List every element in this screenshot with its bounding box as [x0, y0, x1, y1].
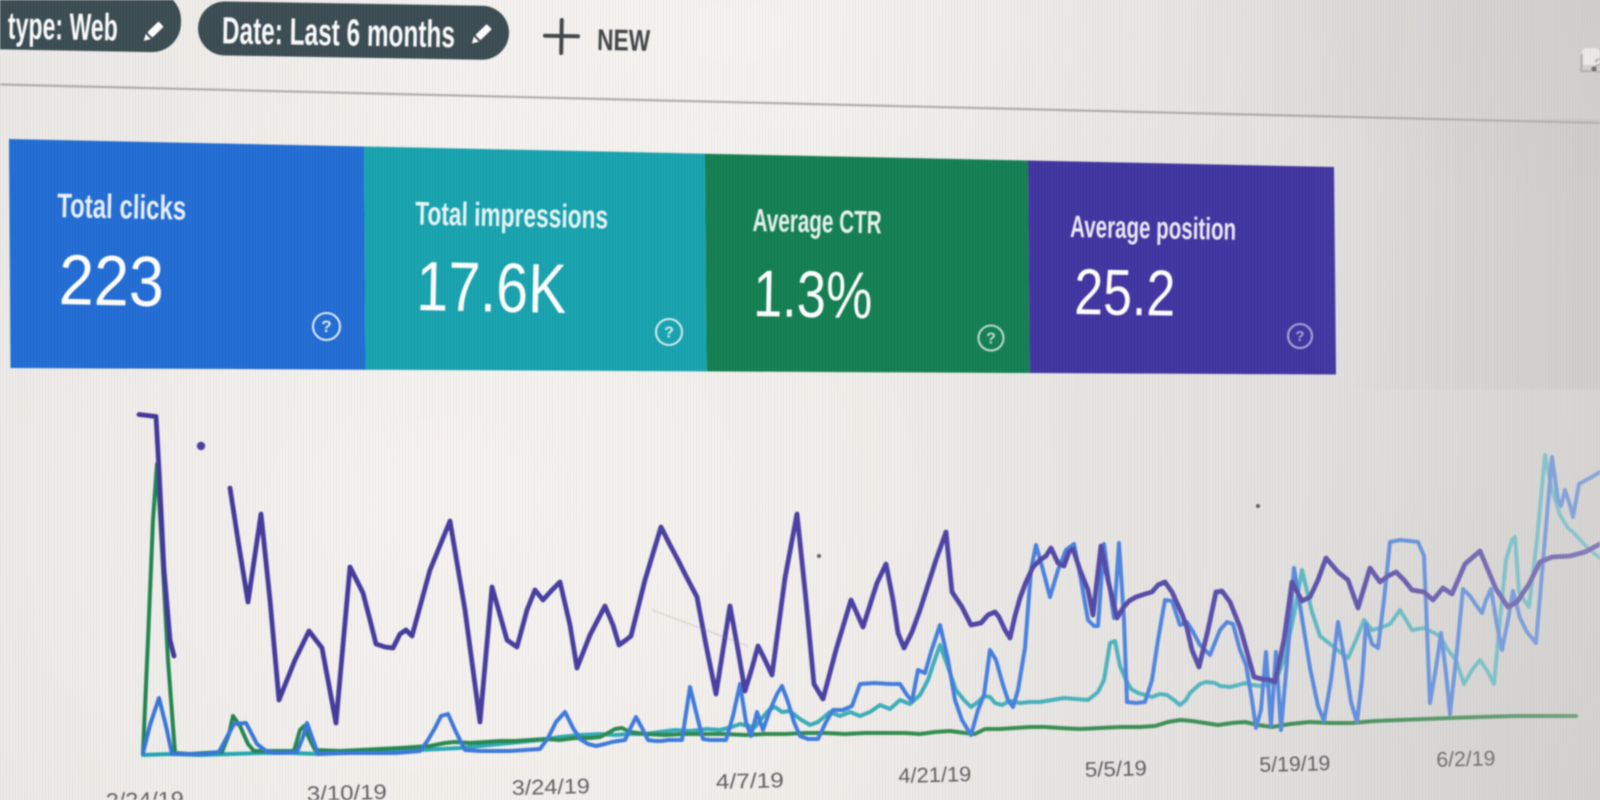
svg-text:Average CTR: Average CTR	[752, 202, 882, 240]
svg-text:5/5/19: 5/5/19	[1085, 757, 1148, 782]
svg-text:6/2/19: 6/2/19	[1436, 747, 1496, 772]
svg-text:?: ?	[986, 330, 996, 347]
svg-text:?: ?	[321, 317, 331, 336]
svg-text:223: 223	[58, 241, 165, 322]
svg-text:?: ?	[664, 324, 674, 341]
svg-text:Average position: Average position	[1070, 209, 1237, 247]
svg-text:3/24/19: 3/24/19	[512, 775, 591, 800]
svg-text:17.6K: 17.6K	[416, 247, 568, 328]
svg-text:4/21/19: 4/21/19	[898, 763, 972, 788]
svg-text:Total clicks: Total clicks	[57, 187, 187, 228]
svg-text:?: ?	[1295, 328, 1304, 345]
svg-text:NEW: NEW	[597, 24, 651, 58]
svg-text:3/10/19: 3/10/19	[307, 781, 388, 800]
svg-text:5/19/19: 5/19/19	[1259, 752, 1331, 777]
svg-text:2/24/19: 2/24/19	[106, 788, 185, 800]
svg-text:25.2: 25.2	[1074, 255, 1176, 330]
svg-text:4/7/19: 4/7/19	[716, 769, 785, 794]
svg-text:Total impressions: Total impressions	[415, 195, 609, 236]
svg-text:type: Web: type: Web	[8, 6, 119, 50]
svg-text:La: La	[1578, 48, 1600, 79]
svg-text:1.3%: 1.3%	[753, 256, 873, 332]
svg-text:Date: Last 6 months: Date: Last 6 months	[222, 10, 456, 56]
